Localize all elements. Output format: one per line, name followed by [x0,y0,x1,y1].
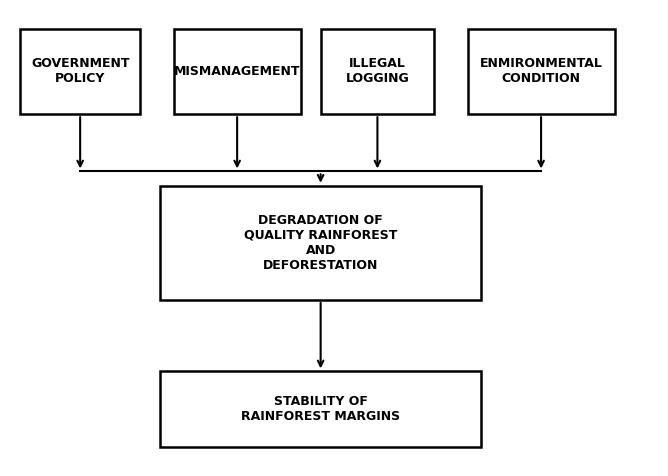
FancyBboxPatch shape [174,29,301,114]
FancyBboxPatch shape [160,371,481,447]
Text: GOVERNMENT
POLICY: GOVERNMENT POLICY [31,58,130,85]
FancyBboxPatch shape [20,29,140,114]
FancyBboxPatch shape [160,186,481,300]
Text: ILLEGAL
LOGGING: ILLEGAL LOGGING [345,58,409,85]
FancyBboxPatch shape [468,29,615,114]
Text: STABILITY OF
RAINFOREST MARGINS: STABILITY OF RAINFOREST MARGINS [241,396,400,423]
Text: ENMIRONMENTAL
CONDITION: ENMIRONMENTAL CONDITION [480,58,603,85]
Text: MISMANAGEMENT: MISMANAGEMENT [174,65,301,78]
Text: DEGRADATION OF
QUALITY RAINFOREST
AND
DEFORESTATION: DEGRADATION OF QUALITY RAINFOREST AND DE… [244,214,397,272]
FancyBboxPatch shape [321,29,434,114]
